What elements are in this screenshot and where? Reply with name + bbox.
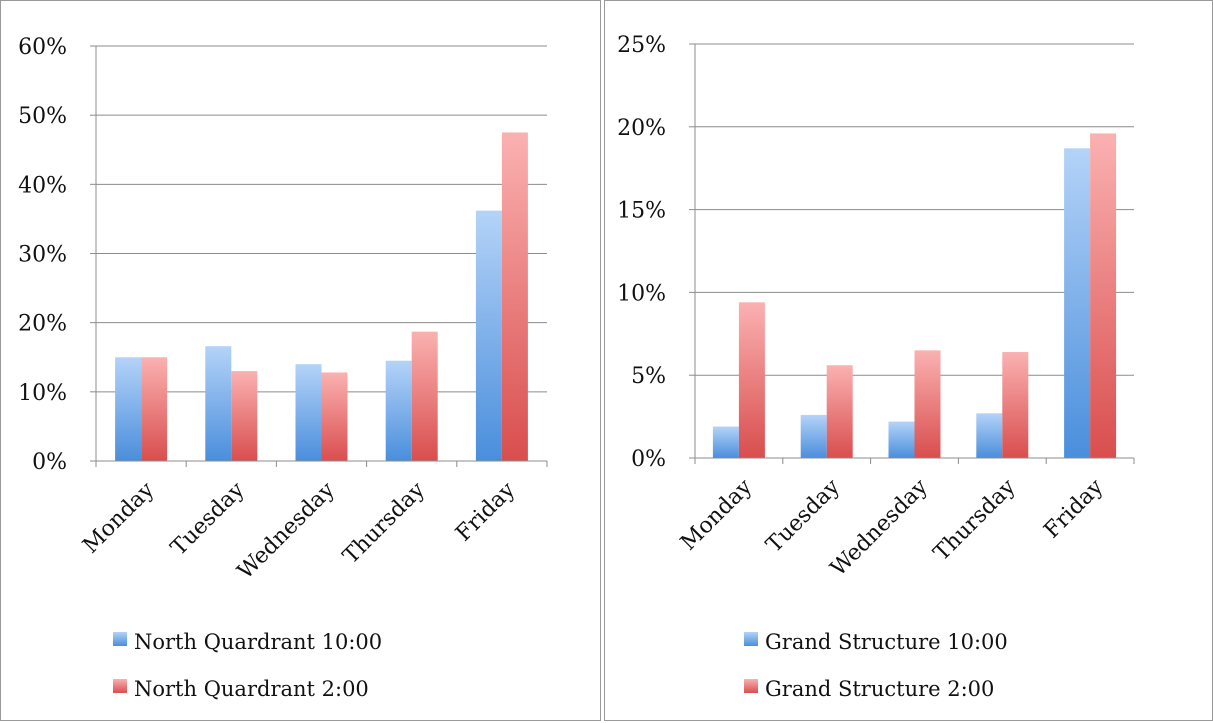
bar-wednesday-series-2 bbox=[321, 372, 348, 461]
bar-friday-series-2 bbox=[1090, 133, 1117, 458]
y-tick-label: 60% bbox=[18, 35, 67, 60]
bar-friday-series-2 bbox=[501, 132, 528, 462]
chart-panel-north-quardrant: 0% 10% 20% 30% 40% 50% 60% Monday Tuesday Wednesd… bbox=[0, 0, 601, 721]
bar-thursday-series-1 bbox=[385, 360, 412, 461]
y-tick-label: 20% bbox=[18, 312, 67, 337]
y-tick-label: 15% bbox=[617, 199, 666, 224]
bar-wednesday-series-1 bbox=[295, 364, 322, 461]
x-category-label: Thursday bbox=[338, 477, 430, 569]
legend-label: Grand Structure 10:00 bbox=[765, 630, 1008, 654]
legend-swatch bbox=[744, 679, 758, 693]
legend-swatch bbox=[113, 632, 127, 646]
x-category-label: Friday bbox=[451, 477, 520, 546]
legend-swatch bbox=[744, 632, 758, 646]
x-category-label: Thursday bbox=[929, 474, 1021, 566]
bar-tuesday-series-2 bbox=[231, 371, 258, 461]
x-category-label: Wednesday bbox=[233, 477, 340, 584]
bar-monday-series-1 bbox=[712, 426, 739, 458]
bar-tuesday-series-2 bbox=[826, 365, 853, 458]
y-tick-label: 25% bbox=[617, 33, 666, 58]
y-tick-label: 40% bbox=[18, 173, 67, 198]
bar-thursday-series-2 bbox=[411, 331, 438, 461]
legend-label: Grand Structure 2:00 bbox=[765, 677, 994, 701]
bar-monday-series-2 bbox=[738, 302, 765, 458]
legend-label: North Quardrant 10:00 bbox=[134, 630, 382, 654]
bar-tuesday-series-1 bbox=[205, 346, 232, 461]
x-category-label: Monday bbox=[78, 477, 159, 558]
bar-chart-north-quardrant: 0% 10% 20% 30% 40% 50% 60% Monday TuesdayWednesd… bbox=[18, 35, 548, 701]
y-tick-label: 30% bbox=[18, 243, 67, 268]
y-tick-label: 0% bbox=[32, 450, 67, 475]
x-category-label: Tuesday bbox=[762, 474, 846, 558]
bar-chart-grand-structure: 0%5%10%15%20%25%Monday TuesdayWednesdayTh… bbox=[617, 33, 1135, 701]
bar-friday-series-1 bbox=[475, 210, 502, 461]
bar-friday-series-1 bbox=[1064, 148, 1091, 458]
x-category-label: Friday bbox=[1039, 474, 1108, 543]
bar-monday-series-1 bbox=[115, 357, 142, 461]
bar-wednesday-series-2 bbox=[914, 350, 941, 458]
chart-panel-grand-structure: 0% 5% 10% 15% 20% 25% Monday Tuesday Wednesday Th… bbox=[604, 0, 1213, 721]
bar-thursday-series-2 bbox=[1002, 352, 1029, 458]
x-category-label: Tuesday bbox=[166, 477, 250, 561]
x-category-label: Monday bbox=[676, 474, 757, 555]
bar-thursday-series-1 bbox=[976, 413, 1003, 458]
bar-tuesday-series-1 bbox=[800, 414, 827, 458]
bar-monday-series-2 bbox=[141, 357, 168, 461]
y-tick-label: 20% bbox=[617, 116, 666, 141]
legend-label: North Quardrant 2:00 bbox=[134, 677, 369, 701]
bar-wednesday-series-1 bbox=[888, 421, 915, 458]
y-tick-label: 10% bbox=[617, 281, 666, 306]
y-tick-label: 0% bbox=[631, 447, 666, 472]
y-tick-label: 50% bbox=[18, 104, 67, 129]
legend-swatch bbox=[113, 679, 127, 693]
y-tick-label: 5% bbox=[631, 364, 666, 389]
y-tick-label: 10% bbox=[18, 381, 67, 406]
